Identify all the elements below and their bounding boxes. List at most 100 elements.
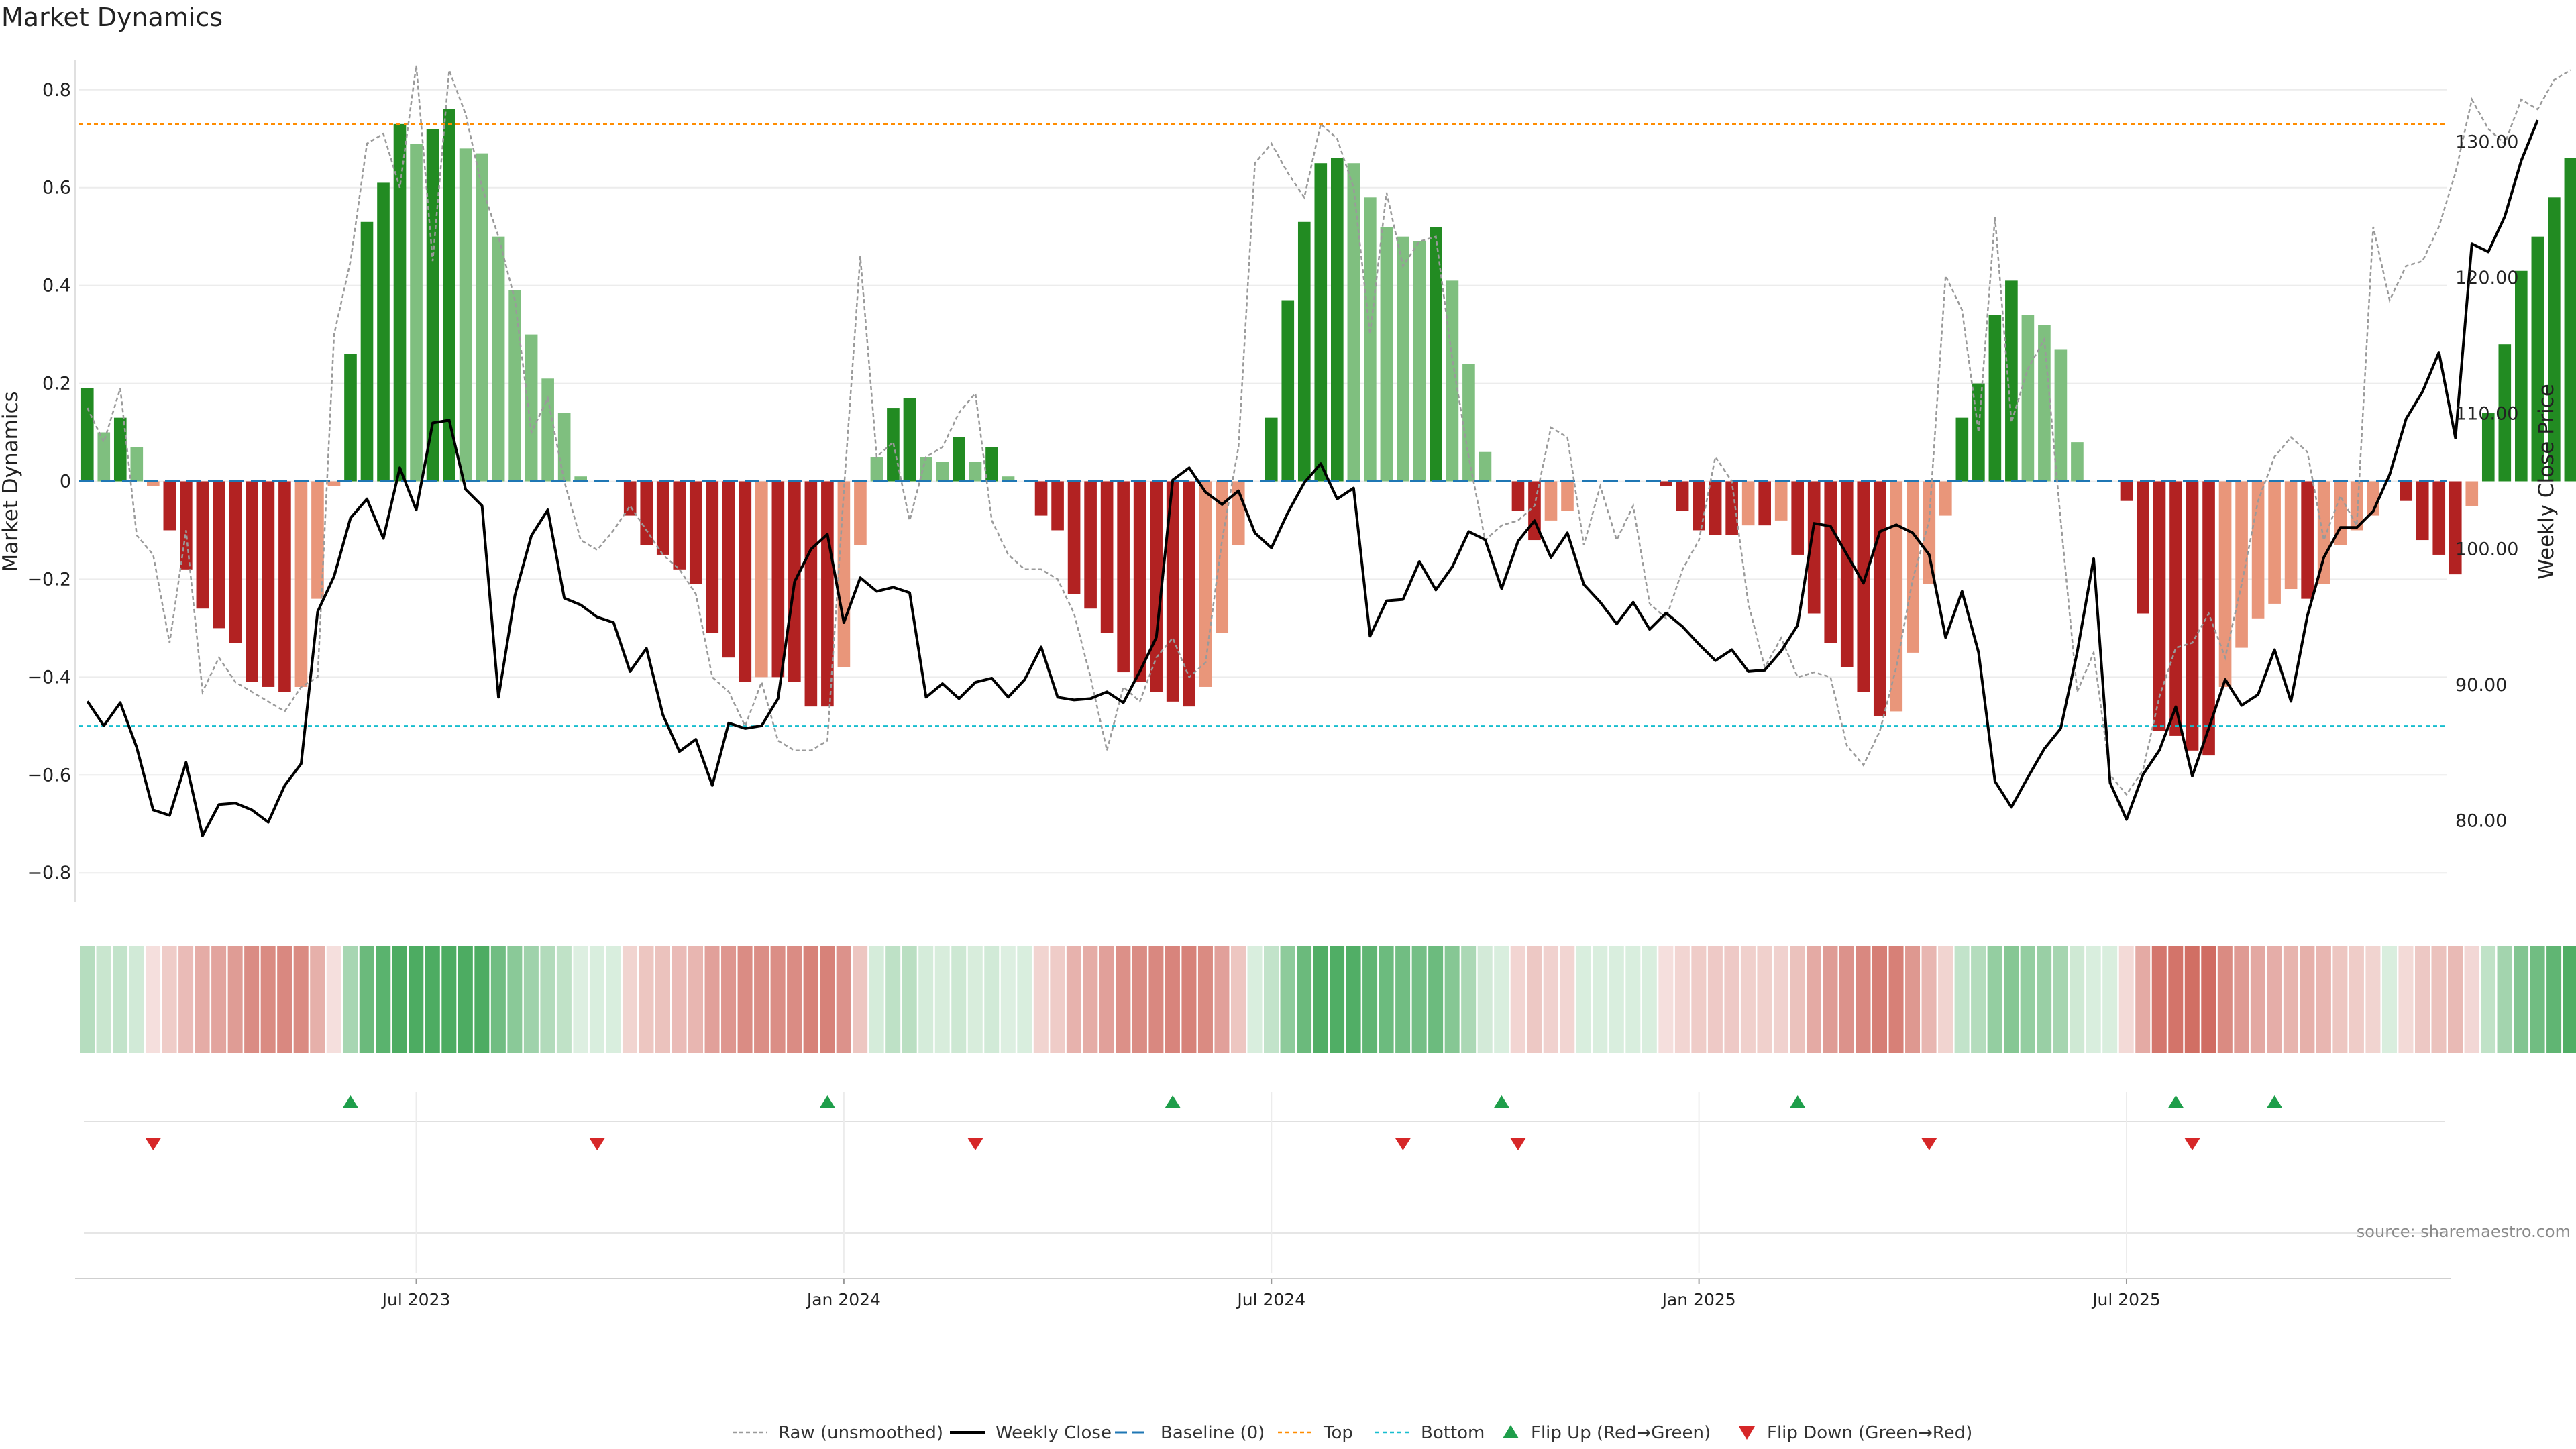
dynamics-bar	[1199, 481, 1212, 687]
dynamics-bar	[2005, 280, 2018, 482]
dynamics-bar	[2317, 481, 2330, 584]
heat-cell	[1823, 946, 1838, 1053]
dynamics-bar	[1150, 481, 1163, 692]
dynamics-bar	[804, 481, 818, 707]
heat-cell	[2283, 946, 2298, 1053]
y-tick-label: 0.2	[42, 374, 71, 394]
dynamics-bar	[1709, 481, 1722, 535]
heat-cell	[96, 946, 111, 1053]
dynamics-bar	[1774, 481, 1788, 521]
chart-title: Market Dynamics	[1, 3, 223, 32]
dynamics-bar	[2218, 481, 2232, 687]
dynamics-bar	[2301, 481, 2314, 599]
legend: Raw (unsmoothed) Weekly Close Baseline (0)…	[733, 1423, 1972, 1443]
dynamics-bar	[1725, 481, 1738, 535]
heat-cell	[803, 946, 818, 1053]
heat-cell	[2250, 946, 2265, 1053]
flip-down-marker	[1921, 1138, 1937, 1150]
legend-item-flip_up: Flip Up (Red→Green)	[1503, 1423, 1711, 1443]
heat-cell	[1017, 946, 1032, 1053]
heat-cell	[1954, 946, 1970, 1053]
heat-cell	[2530, 946, 2545, 1053]
heat-cell	[1264, 946, 1279, 1053]
heat-cell	[293, 946, 309, 1053]
dynamics-bar	[196, 481, 209, 609]
heat-cell	[655, 946, 670, 1053]
dynamics-bar	[360, 221, 374, 482]
legend-label: Raw (unsmoothed)	[778, 1423, 943, 1443]
legend-item-close: Weekly Close	[950, 1423, 1112, 1443]
dynamics-bar	[1544, 481, 1558, 521]
dynamics-bar	[1923, 481, 1936, 584]
legend-item-raw: Raw (unsmoothed)	[733, 1423, 943, 1443]
x-axis: Jul 2023 Jan 2024 Jul 2024 Jan 2025 Jul 2025	[75, 1278, 2451, 1309]
heat-cell	[1362, 946, 1378, 1053]
heat-cell	[2118, 946, 2134, 1053]
heat-cell	[1132, 946, 1147, 1053]
dynamics-bar	[278, 481, 291, 692]
y-axis-title: Market Dynamics	[0, 391, 23, 572]
heat-cell	[1461, 946, 1477, 1053]
dynamics-bar	[2169, 481, 2182, 736]
y-axis-left: 0.8 0.6 0.4 0.2 0 −0.2 −0.4 −0.6 −0.8 Market Dyna…	[0, 60, 76, 902]
heat-cell	[1872, 946, 1888, 1053]
dynamics-bar	[722, 481, 735, 658]
flip-up-marker	[2167, 1095, 2184, 1108]
dynamics-bar	[1265, 417, 1278, 482]
x-tick-label: Jan 2024	[806, 1290, 881, 1309]
dynamics-bar	[311, 481, 324, 599]
dynamics-bar	[426, 129, 439, 482]
dynamics-bar	[2400, 481, 2413, 501]
dynamics-bar	[229, 481, 242, 643]
dynamics-bar	[2235, 481, 2248, 648]
dynamics-bar	[163, 481, 176, 531]
heat-cell	[540, 946, 555, 1053]
heat-cell	[1576, 946, 1591, 1053]
source-note: source: sharemaestro.com	[2356, 1222, 2571, 1241]
dynamics-bar	[1906, 481, 1919, 653]
flip-up-marker	[819, 1095, 836, 1108]
dynamics-bar	[2038, 325, 2051, 482]
dynamics-bar	[1873, 481, 1886, 716]
dynamics-bar	[443, 109, 455, 482]
heat-cell	[1066, 946, 1081, 1053]
dynamics-bar	[113, 417, 127, 482]
y2-tick-label: 80.00	[2455, 811, 2507, 832]
heat-cell	[1773, 946, 1788, 1053]
dynamics-bar	[476, 153, 488, 482]
heat-cell	[1330, 946, 1345, 1053]
dynamics-bar	[1380, 227, 1393, 482]
heat-cell	[1527, 946, 1542, 1053]
flip-up-marker	[1789, 1095, 1806, 1108]
heat-cell	[967, 946, 983, 1053]
dynamics-bar	[541, 378, 554, 482]
dynamics-bar	[1364, 197, 1377, 482]
dynamics-bar	[180, 481, 193, 570]
dynamics-bar	[1100, 481, 1114, 633]
flip-down-marker	[589, 1138, 606, 1150]
dynamics-bar	[213, 481, 225, 629]
dynamics-bar	[2284, 481, 2298, 590]
heat-cell	[162, 946, 177, 1053]
heat-cell	[622, 946, 637, 1053]
dynamics-bar	[2548, 197, 2561, 482]
heat-cell	[1642, 946, 1657, 1053]
dynamics-bar	[1462, 364, 1475, 482]
dynamics-bar	[755, 481, 768, 678]
dynamics-bar	[97, 432, 111, 482]
dynamics-bar	[2531, 236, 2544, 482]
heat-cell	[129, 946, 144, 1053]
dynamics-bar	[525, 334, 538, 482]
heat-cell	[474, 946, 490, 1053]
dynamics-bar	[2350, 481, 2363, 531]
dynamics-bar	[246, 481, 258, 682]
heat-cell	[984, 946, 1000, 1053]
x-tick-label: Jan 2025	[1661, 1290, 1736, 1309]
y2-tick-label: 120.00	[2455, 268, 2518, 288]
dynamics-bar	[1347, 163, 1360, 482]
dynamics-bar	[2334, 481, 2347, 545]
heat-cell	[277, 946, 292, 1053]
dynamics-bar	[574, 476, 587, 482]
